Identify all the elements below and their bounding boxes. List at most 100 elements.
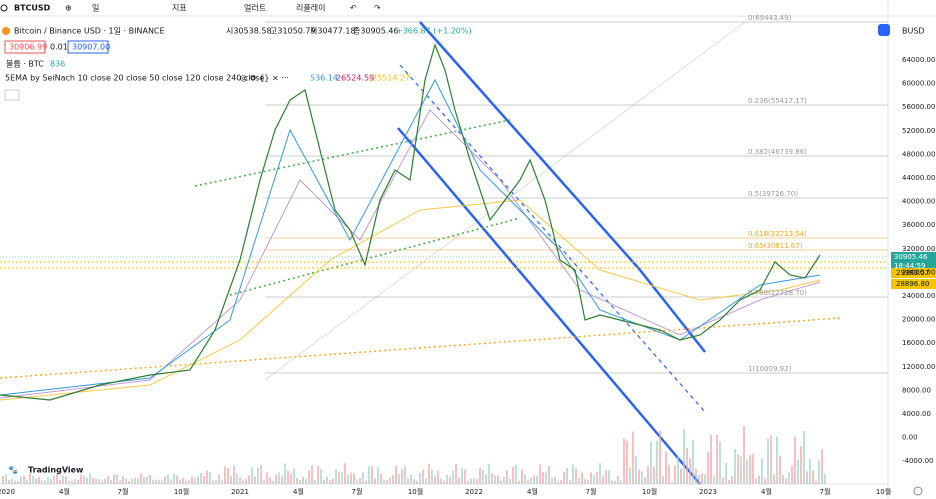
volume-bar bbox=[812, 470, 814, 484]
volume-bar bbox=[770, 435, 772, 484]
price-tick-label: 4000.00 bbox=[902, 410, 931, 418]
volume-bar bbox=[326, 476, 328, 484]
volume-bar bbox=[719, 441, 721, 484]
fib-label: 0.65(30811.67) bbox=[748, 242, 803, 250]
volume-bar bbox=[608, 470, 610, 484]
volume-bar bbox=[776, 436, 778, 484]
volume-bar bbox=[329, 480, 331, 484]
volume-bar bbox=[767, 438, 769, 484]
volume-bar bbox=[389, 477, 391, 484]
volume-bar bbox=[422, 469, 424, 484]
volume-bar bbox=[473, 478, 475, 484]
volume-bar bbox=[191, 476, 193, 484]
volume-bar bbox=[626, 440, 628, 484]
volume-bar bbox=[599, 463, 601, 484]
volume-bar bbox=[443, 480, 445, 484]
volume-bar bbox=[221, 479, 223, 484]
volume-bar bbox=[95, 478, 97, 484]
volume-bar bbox=[284, 463, 286, 484]
volume-bar bbox=[617, 476, 619, 484]
volume-bar bbox=[752, 453, 754, 484]
volume-bar bbox=[11, 478, 13, 484]
volume-bar bbox=[155, 479, 157, 484]
volume-bar bbox=[245, 479, 247, 484]
volume-bar bbox=[197, 476, 199, 484]
volume-bar bbox=[470, 478, 472, 484]
volume-bar bbox=[248, 475, 250, 484]
volume-bar bbox=[311, 465, 313, 484]
ema-120 bbox=[0, 109, 821, 399]
volume: 836 bbox=[50, 60, 65, 69]
buy-box[interactable] bbox=[67, 40, 109, 54]
buy[interactable]: 30907.00 bbox=[72, 43, 110, 52]
price-tick-label: 36000.00 bbox=[902, 221, 935, 229]
fib-label: 0.786(22728.70) bbox=[748, 289, 807, 297]
indicator-icons[interactable]: ◎ ⚙ {} ⨯ ··· bbox=[240, 74, 289, 83]
add-icon[interactable]: ⊕ bbox=[65, 4, 72, 13]
search-icon[interactable] bbox=[0, 4, 8, 12]
volume-bar bbox=[488, 463, 490, 484]
replay[interactable]: 리플레이 bbox=[296, 3, 325, 13]
volume-bar bbox=[620, 480, 622, 484]
volume-bar bbox=[680, 468, 682, 484]
volume-bar bbox=[77, 480, 79, 484]
volume-bar bbox=[398, 474, 400, 484]
volume-bar bbox=[143, 477, 145, 484]
collapse[interactable] bbox=[4, 89, 20, 101]
volume-bar bbox=[665, 451, 667, 484]
volume-bar bbox=[137, 478, 139, 484]
interval[interactable]: 일 bbox=[92, 4, 99, 13]
volume-bar bbox=[392, 475, 394, 484]
time-tick-label: 2020 bbox=[0, 488, 15, 496]
volume-bar bbox=[29, 473, 31, 484]
fib-label: 0.618(32713.54) bbox=[748, 230, 807, 238]
volume-bar bbox=[695, 468, 697, 484]
volume-bar bbox=[419, 472, 421, 484]
volume-bar bbox=[380, 473, 382, 484]
currency[interactable]: BUSD bbox=[902, 27, 925, 36]
indicator[interactable]: 5EMA by SeiNach 10 close 20 close 50 clo… bbox=[5, 74, 265, 83]
volume-bar bbox=[737, 454, 739, 484]
price-tick-label: 12000.00 bbox=[902, 363, 935, 371]
settings-btn[interactable] bbox=[878, 24, 890, 36]
volume-bar bbox=[395, 465, 397, 484]
volume-bar bbox=[200, 473, 202, 484]
redo[interactable]: ↷ bbox=[374, 4, 381, 13]
volume-bar bbox=[506, 470, 508, 484]
chart-title: Bitcoin / Binance USD · 1일 · BINANCE bbox=[14, 27, 165, 36]
volume-bar bbox=[629, 467, 631, 484]
sell[interactable]: 30906.99 bbox=[9, 43, 47, 52]
fib-label: 0(69443.49) bbox=[748, 14, 792, 22]
volume-bar bbox=[44, 480, 46, 484]
alerts[interactable]: 얼러트 bbox=[244, 3, 266, 13]
indicators[interactable]: 지표 bbox=[172, 4, 187, 13]
volume-bar bbox=[218, 474, 220, 484]
volume-bar bbox=[578, 477, 580, 484]
volume-bar bbox=[641, 471, 643, 484]
volume-bar bbox=[2, 475, 4, 484]
sell-box[interactable] bbox=[4, 40, 46, 54]
undo[interactable]: ↶ bbox=[349, 4, 357, 13]
volume-bar bbox=[152, 479, 154, 484]
symbol[interactable]: BTCUSD bbox=[14, 4, 51, 13]
price-tick-label: 48000.00 bbox=[902, 150, 935, 158]
volume-bar bbox=[797, 459, 799, 484]
volume-bar bbox=[317, 466, 319, 484]
volume-bar bbox=[425, 478, 427, 484]
volume-bar bbox=[683, 428, 685, 484]
volume-bar bbox=[743, 426, 745, 484]
last-price: 30905.46 bbox=[894, 253, 928, 261]
volume-bar bbox=[170, 480, 172, 484]
volume-bar bbox=[131, 478, 133, 484]
time-tick-label: 7월 bbox=[118, 487, 129, 496]
volume-bar bbox=[722, 477, 724, 484]
settings-icon[interactable] bbox=[913, 486, 923, 496]
volume-bar bbox=[35, 478, 37, 484]
volume-bar bbox=[632, 431, 634, 484]
volume-bar bbox=[731, 476, 733, 484]
close: 종30905.46 bbox=[353, 27, 399, 36]
volume-bar bbox=[98, 479, 100, 484]
volume-bar bbox=[524, 474, 526, 484]
volume-bar bbox=[227, 467, 229, 484]
